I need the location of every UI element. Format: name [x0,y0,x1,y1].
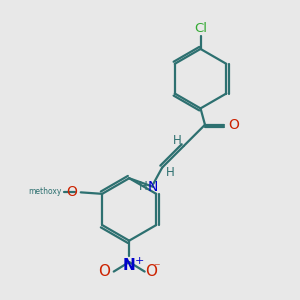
Text: Cl: Cl [194,22,207,35]
Text: H: H [139,180,147,194]
Text: H: H [166,167,175,179]
Text: O: O [145,264,157,279]
Text: ⁻: ⁻ [153,262,160,275]
Text: methoxy: methoxy [28,187,62,196]
Text: +: + [134,256,144,266]
Text: O: O [228,118,239,132]
Text: H: H [173,134,182,147]
Text: N: N [123,258,136,273]
Text: O: O [66,185,77,200]
Text: N: N [148,180,158,194]
Text: O: O [98,264,110,279]
